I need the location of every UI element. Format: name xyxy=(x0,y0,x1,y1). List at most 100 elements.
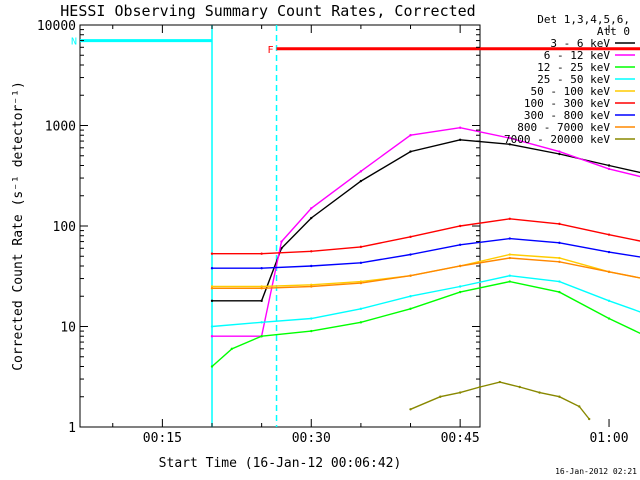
data-point xyxy=(230,347,234,350)
data-point xyxy=(538,391,541,394)
legend-header: Det 1,3,4,5,6, xyxy=(537,13,630,26)
data-point xyxy=(508,253,511,256)
data-point xyxy=(260,252,263,255)
legend-label: 6 - 12 keV xyxy=(544,49,611,62)
data-point xyxy=(310,207,313,210)
data-point xyxy=(359,307,363,311)
data-point xyxy=(260,321,263,324)
x-tick-label: 00:30 xyxy=(292,431,331,446)
data-point xyxy=(558,290,561,294)
x-axis-label: Start Time (16-Jan-12 00:06:42) xyxy=(159,456,402,471)
data-point xyxy=(458,264,462,268)
flag-bars: FN xyxy=(71,37,640,56)
chart-title: HESSI Observing Summary Count Rates, Cor… xyxy=(60,2,475,20)
series-layer xyxy=(210,126,640,421)
data-point xyxy=(607,250,611,254)
data-point xyxy=(260,267,263,270)
data-point xyxy=(409,235,412,239)
legend-header: Att 0 xyxy=(597,25,630,38)
flag-label: N xyxy=(71,37,77,48)
data-point xyxy=(587,417,591,421)
data-point xyxy=(260,285,263,288)
data-point xyxy=(508,217,511,220)
data-point xyxy=(359,170,363,173)
legend-label: 12 - 25 keV xyxy=(537,61,610,74)
data-point xyxy=(359,261,363,265)
legend-label: 7000 - 20000 keV xyxy=(504,133,610,146)
y-tick-label: 1000 xyxy=(45,120,76,135)
series-line-1 xyxy=(212,126,640,337)
data-point xyxy=(607,317,611,320)
data-point xyxy=(508,237,511,240)
data-point xyxy=(458,391,462,394)
data-point xyxy=(409,253,412,256)
data-point xyxy=(260,299,263,303)
data-point xyxy=(508,280,511,283)
data-point xyxy=(558,241,561,245)
data-point xyxy=(458,224,462,228)
data-point xyxy=(558,150,561,153)
data-point xyxy=(310,329,313,333)
data-point xyxy=(558,222,561,226)
x-tick-label: 00:45 xyxy=(441,431,480,446)
data-point xyxy=(508,256,511,260)
data-point xyxy=(409,150,412,153)
x-tick-label: 00:15 xyxy=(143,431,182,446)
data-point xyxy=(310,264,313,268)
data-point xyxy=(210,335,214,338)
data-point xyxy=(210,299,214,303)
x-tick-label: 01:00 xyxy=(589,431,628,446)
data-point xyxy=(260,287,263,290)
data-point xyxy=(409,134,412,137)
series-line-8 xyxy=(410,381,590,420)
data-point xyxy=(508,274,511,277)
data-point xyxy=(210,267,214,270)
legend-label: 100 - 300 keV xyxy=(524,97,610,110)
flag-guides xyxy=(211,25,278,427)
data-point xyxy=(439,395,442,398)
footer-timestamp: 16-Jan-2012 02:21 xyxy=(555,467,637,476)
data-point xyxy=(310,317,313,320)
data-point xyxy=(607,167,611,171)
data-point xyxy=(458,126,462,129)
data-point xyxy=(578,405,581,408)
data-point xyxy=(210,252,214,255)
data-point xyxy=(359,179,363,183)
y-tick-label: 10 xyxy=(60,321,76,336)
data-point xyxy=(607,299,611,303)
data-point xyxy=(607,270,611,274)
data-point xyxy=(210,287,214,290)
data-point xyxy=(210,285,214,288)
flag-label: F xyxy=(267,45,273,56)
data-point xyxy=(478,385,482,389)
data-point xyxy=(359,321,363,324)
data-point xyxy=(458,285,462,288)
data-point xyxy=(607,164,611,167)
y-tick-label: 10000 xyxy=(37,19,76,34)
data-point xyxy=(409,295,412,298)
data-point xyxy=(508,136,511,140)
data-point xyxy=(518,385,521,389)
data-point xyxy=(210,325,214,328)
data-point xyxy=(359,245,363,249)
data-point xyxy=(409,408,412,411)
data-point xyxy=(310,250,313,253)
data-point xyxy=(558,152,561,156)
legend-label: 25 - 50 keV xyxy=(537,73,610,86)
data-point xyxy=(558,395,561,398)
y-axis-label: Corrected Count Rate (s⁻¹ detector⁻¹) xyxy=(11,81,26,371)
data-point xyxy=(558,260,561,264)
data-point xyxy=(458,243,462,247)
data-point xyxy=(458,138,462,142)
data-point xyxy=(310,285,313,288)
series-line-2 xyxy=(211,280,640,368)
data-point xyxy=(409,307,412,311)
plot-frame xyxy=(79,24,481,428)
y-tick-label: 100 xyxy=(53,220,76,235)
data-point xyxy=(359,281,363,285)
data-point xyxy=(280,240,283,243)
data-point xyxy=(558,280,561,283)
